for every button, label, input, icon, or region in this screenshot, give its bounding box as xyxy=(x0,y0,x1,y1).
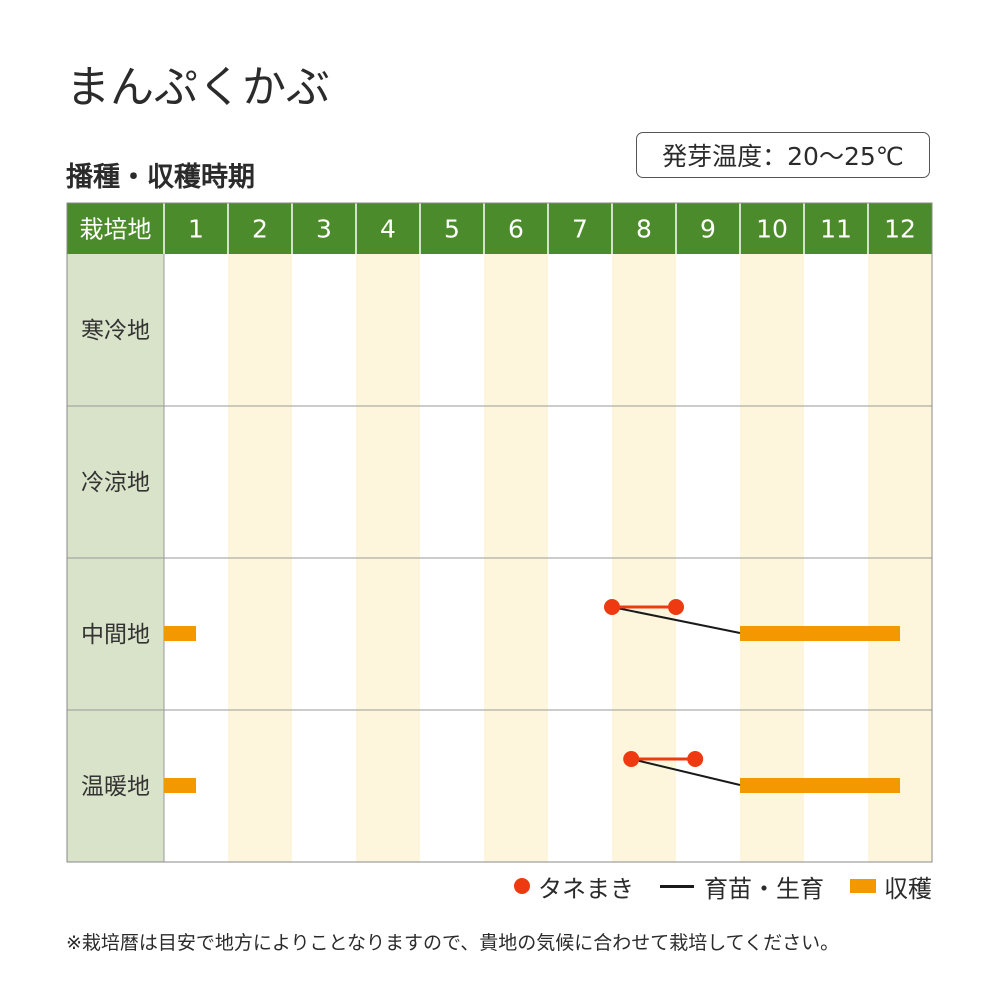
month-label: 9 xyxy=(700,215,716,244)
germination-temp-label: 発芽温度：20～25℃ xyxy=(662,142,904,171)
month-label: 5 xyxy=(444,215,460,244)
legend-harvest: 収穫 xyxy=(850,869,932,904)
month-label: 3 xyxy=(316,215,332,244)
footnote: ※栽培暦は目安で地方によりことなりますので、貴地の気候に合わせて栽培してください… xyxy=(66,932,840,954)
legend-sowing-label: タネまき xyxy=(538,874,634,903)
month-label: 2 xyxy=(252,215,268,244)
section-title: 播種・収穫時期 xyxy=(66,162,255,193)
legend: タネまき 育苗・生育 収穫 xyxy=(514,869,932,904)
month-label: 7 xyxy=(572,215,588,244)
month-label: 4 xyxy=(380,215,396,244)
product-title: まんぷくかぶ xyxy=(66,62,330,113)
harvest-bar xyxy=(164,778,196,793)
sowing-dot-icon xyxy=(514,878,530,894)
growing-line xyxy=(611,606,741,634)
month-label: 8 xyxy=(636,215,652,244)
month-label: 12 xyxy=(884,215,916,244)
header-region-label: 栽培地 xyxy=(80,216,152,244)
legend-sowing: タネまき xyxy=(514,869,634,904)
growing-line xyxy=(630,758,741,786)
harvest-bar-icon xyxy=(850,879,876,893)
month-label: 6 xyxy=(508,215,524,244)
sowing-end-dot xyxy=(668,599,684,615)
region-label: 温暖地 xyxy=(81,774,150,800)
sowing-start-dot xyxy=(623,751,640,767)
sowing-end-dot xyxy=(687,751,704,767)
sowing-start-dot xyxy=(604,599,620,615)
harvest-bar xyxy=(164,626,196,641)
region-label: 冷涼地 xyxy=(81,470,150,496)
region-label: 寒冷地 xyxy=(81,318,150,344)
harvest-bar xyxy=(740,778,900,793)
germination-temp-badge: 発芽温度：20～25℃ xyxy=(636,132,930,178)
month-label: 1 xyxy=(188,215,204,244)
region-label: 中間地 xyxy=(81,622,150,648)
chart-border xyxy=(66,202,933,863)
legend-growing-label: 育苗・生育 xyxy=(704,874,824,903)
legend-harvest-label: 収穫 xyxy=(884,874,932,903)
legend-growing: 育苗・生育 xyxy=(660,869,824,904)
month-label: 11 xyxy=(820,215,852,244)
harvest-bar xyxy=(740,626,900,641)
growing-line-icon xyxy=(660,884,694,888)
month-label: 10 xyxy=(756,215,788,244)
header-band xyxy=(67,203,932,254)
